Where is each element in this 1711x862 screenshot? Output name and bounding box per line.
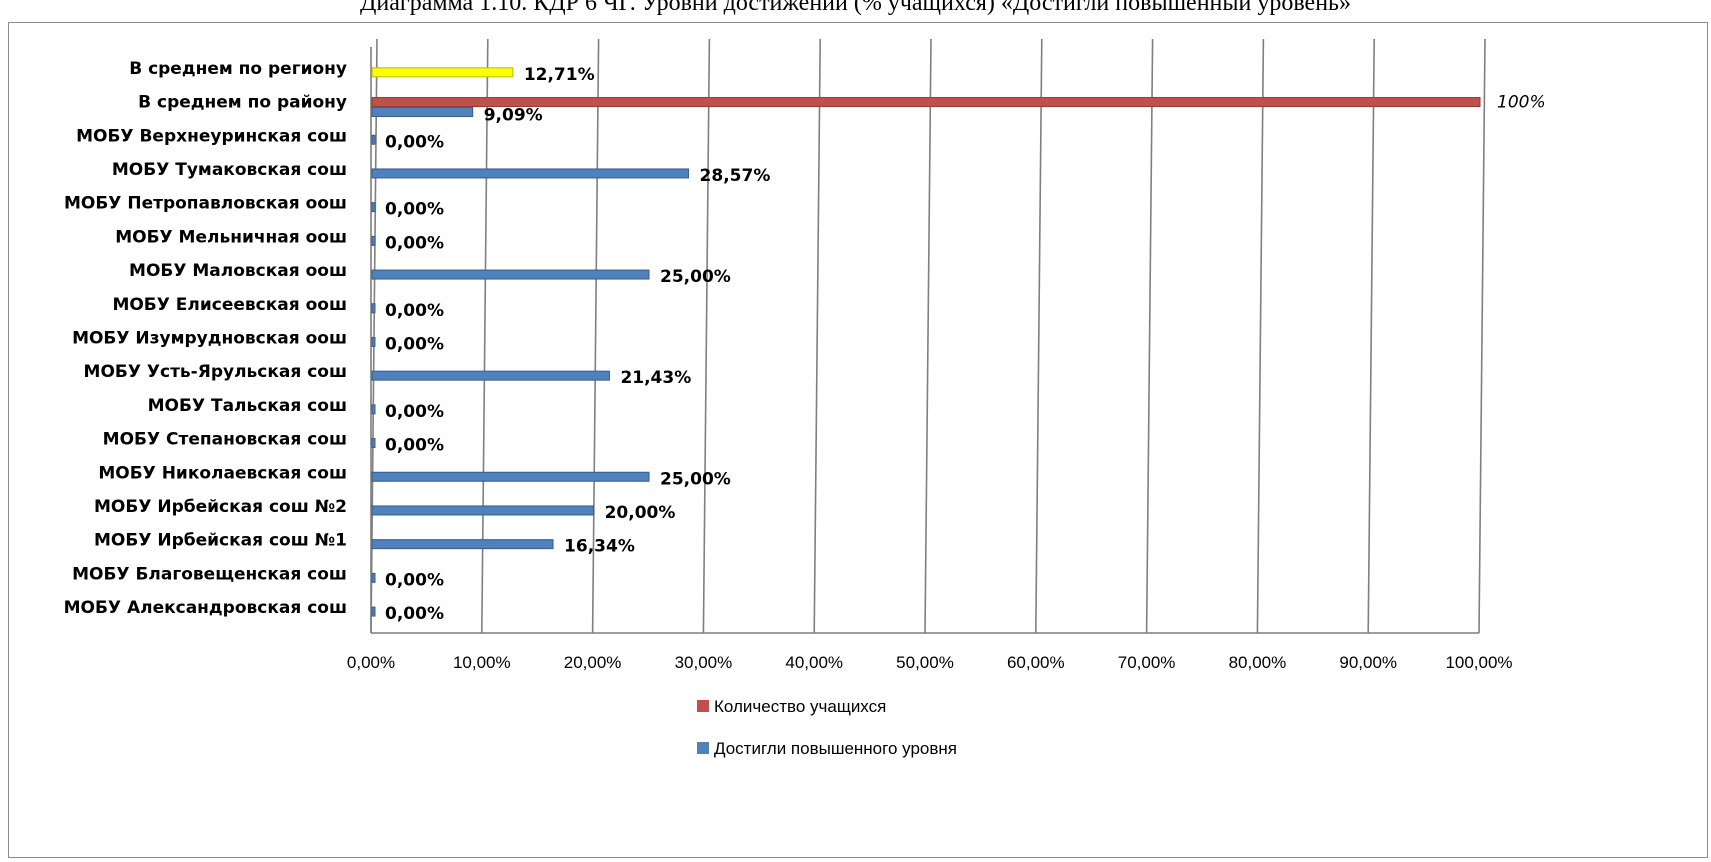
data-label: 21,43%: [620, 368, 691, 388]
category-label: МОБУ Петропавловская оош: [64, 194, 347, 214]
category-label: МОБУ Степановская сош: [103, 430, 347, 450]
data-label: 0,00%: [385, 436, 444, 456]
legend-label: Достигли повышенного уровня: [714, 739, 957, 758]
category-label: МОБУ Елисеевская оош: [112, 295, 347, 315]
bar-chart: 0,00% 10,00% 20,00% 30,00% 40,00% 50,00% 60,00…: [64, 38, 1546, 758]
gridline: [1478, 38, 1486, 634]
category-label: МОБУ Николаевская сош: [98, 463, 347, 483]
data-label: 0,00%: [385, 233, 444, 253]
bar-dostigli: [371, 336, 376, 347]
x-tick-label: 80,00%: [1229, 653, 1287, 672]
data-label: 0,00%: [385, 570, 444, 590]
data-label: 12,71%: [524, 65, 595, 85]
gridline: [1035, 38, 1043, 634]
gridline: [813, 38, 821, 634]
gridline: [1367, 38, 1375, 634]
data-label: 0,00%: [385, 334, 444, 354]
bar-dostigli: [371, 67, 514, 78]
bar-dostigli: [371, 235, 376, 246]
x-tick-label: 0,00%: [347, 653, 395, 672]
chart-frame: 0,00% 10,00% 20,00% 30,00% 40,00% 50,00% 60,00…: [8, 22, 1708, 858]
category-label: МОБУ Усть-Ярульская сош: [84, 362, 347, 382]
bar-dostigli: [371, 438, 376, 449]
bar-dostigli: [371, 107, 474, 118]
bar-dostigli: [371, 572, 376, 583]
category-label: МОБУ Тумаковская сош: [112, 160, 347, 180]
data-label: 100%: [1497, 93, 1546, 113]
legend-swatch: [697, 742, 709, 754]
gridline: [481, 38, 489, 634]
gridline: [924, 38, 932, 634]
chart-caption: Диаграмма 1.10. КДР 6 ЧГ. Уровни достиже…: [359, 0, 1351, 16]
category-label: МОБУ Маловская оош: [129, 261, 347, 281]
x-tick-label: 20,00%: [564, 653, 622, 672]
bar-dostigli: [371, 471, 650, 482]
gridline: [591, 38, 600, 634]
gridline: [1256, 38, 1265, 634]
bar-dostigli: [371, 539, 554, 550]
category-label: В среднем по району: [138, 93, 347, 113]
x-tick-label: 90,00%: [1339, 653, 1397, 672]
x-tick-label: 40,00%: [785, 653, 843, 672]
x-tick-label: 70,00%: [1118, 653, 1176, 672]
category-label: В среднем по региону: [129, 59, 347, 79]
legend-label: Количество учащихся: [714, 697, 886, 716]
data-label: 0,00%: [385, 604, 444, 624]
bar-dostigli: [371, 303, 376, 314]
bar-kolichestvo: [371, 97, 1481, 108]
category-label: МОБУ Верхнеуринская сош: [76, 126, 347, 146]
data-label: 0,00%: [385, 402, 444, 422]
category-label: МОБУ Александровская сош: [64, 598, 347, 618]
x-tick-label: 100,00%: [1445, 653, 1512, 672]
bar-dostigli: [371, 168, 690, 179]
category-label: МОБУ Изумрудновская оош: [72, 328, 347, 348]
data-label: 0,00%: [385, 132, 444, 152]
category-label: МОБУ Благовещенская сош: [72, 564, 347, 584]
data-label: 16,34%: [564, 537, 635, 557]
data-label: 28,57%: [700, 166, 771, 186]
x-tick-label: 50,00%: [896, 653, 954, 672]
data-label: 0,00%: [385, 301, 444, 321]
bar-dostigli: [371, 606, 376, 617]
gridline: [702, 38, 711, 634]
category-label: МОБУ Тальская сош: [148, 396, 347, 416]
data-label: 25,00%: [660, 469, 731, 489]
bar-dostigli: [371, 404, 376, 415]
data-label: 0,00%: [385, 200, 444, 220]
category-label: МОБУ Мельничная оош: [115, 227, 347, 247]
bar-dostigli: [371, 134, 376, 145]
bar-dostigli: [371, 370, 610, 381]
bar-dostigli: [371, 269, 650, 280]
data-label: 20,00%: [605, 503, 676, 523]
category-label: МОБУ Ирбейская сош №1: [94, 531, 347, 551]
gridline: [370, 38, 378, 634]
legend-swatch: [697, 700, 709, 712]
bar-dostigli: [371, 202, 376, 213]
gridline: [1145, 38, 1154, 634]
data-label: 9,09%: [484, 106, 543, 126]
x-tick-label: 10,00%: [453, 653, 511, 672]
data-label: 25,00%: [660, 267, 731, 287]
x-tick-label: 30,00%: [675, 653, 733, 672]
x-tick-label: 60,00%: [1007, 653, 1065, 672]
bar-dostigli: [371, 505, 595, 516]
category-label: МОБУ Ирбейская сош №2: [94, 497, 347, 517]
